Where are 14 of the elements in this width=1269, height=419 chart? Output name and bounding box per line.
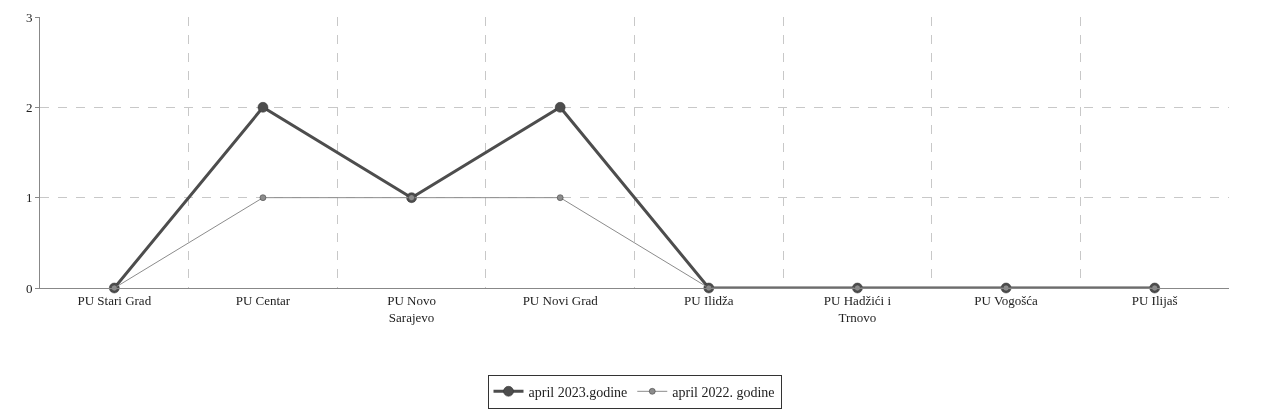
x-tick-label: PU Centar bbox=[235, 292, 291, 308]
x-tick-label: PU Hadžići i Trnovo bbox=[823, 292, 892, 325]
x-tick-label: PU Ilijaš bbox=[1131, 292, 1178, 308]
x-tick-label: PU Novi Grad bbox=[522, 292, 599, 308]
legend-label: april 2022. godine bbox=[672, 384, 775, 400]
x-tick-label: PU Stari Grad bbox=[77, 292, 152, 308]
legend-label: april 2023.godine bbox=[528, 384, 628, 400]
x-tick-label: PU Ilidža bbox=[684, 292, 734, 308]
x-tick-label: PU Vogošća bbox=[974, 292, 1039, 308]
y-tick-label: 0 bbox=[25, 280, 33, 296]
x-tick-label: PU Novo Sarajevo bbox=[387, 292, 436, 325]
y-tick-label: 1 bbox=[25, 190, 33, 206]
y-tick-label: 2 bbox=[25, 99, 33, 115]
y-tick-label: 3 bbox=[25, 9, 33, 25]
